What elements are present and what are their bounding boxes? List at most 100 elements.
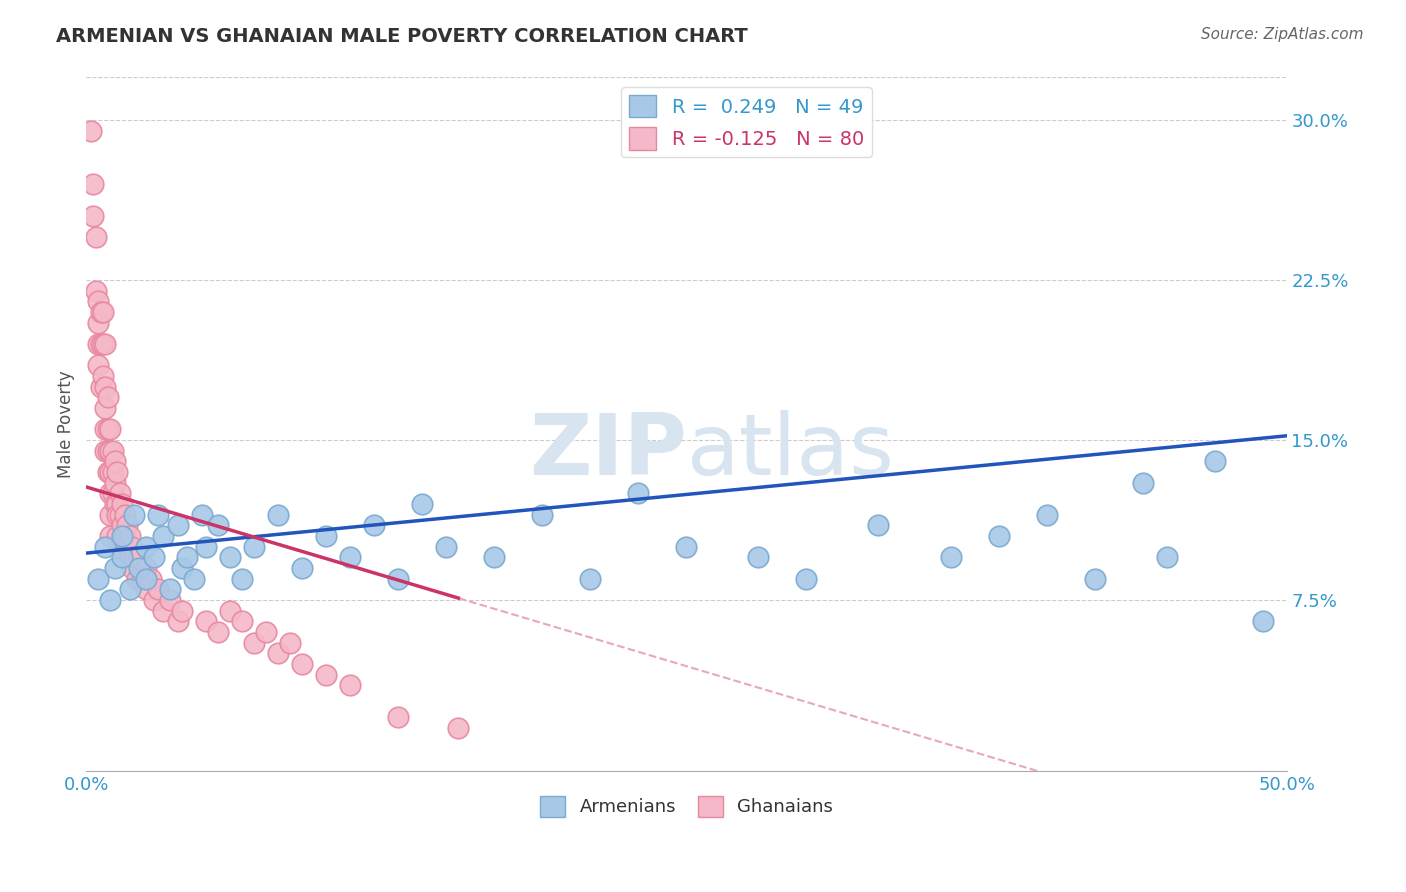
- Point: [94, 422, 117, 436]
- Point: [747, 550, 769, 565]
- Point: [135, 540, 157, 554]
- Point: [280, 636, 302, 650]
- Point: [939, 550, 962, 565]
- Point: [166, 518, 188, 533]
- Point: [104, 561, 127, 575]
- Point: [254, 625, 277, 640]
- Point: [87, 572, 110, 586]
- Point: [98, 465, 121, 479]
- Point: [84, 230, 107, 244]
- Point: [231, 572, 253, 586]
- Point: [579, 572, 602, 586]
- Point: [94, 540, 117, 554]
- Point: [91, 369, 114, 384]
- Point: [87, 359, 110, 373]
- Y-axis label: Male Poverty: Male Poverty: [58, 370, 75, 478]
- Point: [1132, 475, 1154, 490]
- Point: [152, 604, 174, 618]
- Point: [172, 561, 194, 575]
- Point: [219, 604, 242, 618]
- Point: [121, 561, 143, 575]
- Point: [111, 540, 134, 554]
- Point: [82, 209, 104, 223]
- Point: [339, 678, 361, 692]
- Point: [267, 508, 290, 522]
- Point: [84, 284, 107, 298]
- Point: [142, 550, 165, 565]
- Point: [124, 550, 146, 565]
- Point: [118, 529, 141, 543]
- Point: [315, 667, 337, 681]
- Point: [128, 561, 150, 575]
- Point: [195, 540, 218, 554]
- Point: [148, 508, 170, 522]
- Point: [531, 508, 554, 522]
- Point: [91, 305, 114, 319]
- Point: [868, 518, 890, 533]
- Point: [195, 615, 218, 629]
- Point: [90, 305, 112, 319]
- Point: [1251, 615, 1274, 629]
- Point: [98, 486, 121, 500]
- Point: [1035, 508, 1057, 522]
- Point: [111, 550, 134, 565]
- Point: [111, 518, 134, 533]
- Point: [98, 529, 121, 543]
- Point: [159, 582, 181, 597]
- Point: [115, 518, 138, 533]
- Point: [339, 550, 361, 565]
- Text: ZIP: ZIP: [529, 410, 686, 493]
- Point: [104, 454, 127, 468]
- Text: atlas: atlas: [686, 410, 894, 493]
- Point: [231, 615, 253, 629]
- Point: [121, 540, 143, 554]
- Point: [98, 593, 121, 607]
- Point: [128, 550, 150, 565]
- Text: ARMENIAN VS GHANAIAN MALE POVERTY CORRELATION CHART: ARMENIAN VS GHANAIAN MALE POVERTY CORREL…: [56, 27, 748, 45]
- Point: [98, 422, 121, 436]
- Point: [183, 572, 205, 586]
- Point: [190, 508, 212, 522]
- Point: [107, 465, 129, 479]
- Point: [142, 593, 165, 607]
- Point: [135, 561, 157, 575]
- Point: [107, 508, 129, 522]
- Point: [219, 550, 242, 565]
- Point: [207, 518, 229, 533]
- Point: [97, 422, 120, 436]
- Point: [80, 124, 103, 138]
- Point: [148, 582, 170, 597]
- Point: [291, 657, 314, 671]
- Point: [796, 572, 818, 586]
- Point: [434, 540, 457, 554]
- Point: [98, 443, 121, 458]
- Point: [172, 604, 194, 618]
- Point: [1204, 454, 1226, 468]
- Point: [125, 572, 148, 586]
- Point: [97, 443, 120, 458]
- Point: [90, 337, 112, 351]
- Point: [387, 710, 409, 724]
- Point: [97, 465, 120, 479]
- Point: [94, 401, 117, 415]
- Point: [1156, 550, 1178, 565]
- Point: [131, 572, 153, 586]
- Point: [1083, 572, 1105, 586]
- Point: [267, 646, 290, 660]
- Point: [101, 465, 124, 479]
- Point: [107, 529, 129, 543]
- Point: [82, 177, 104, 191]
- Point: [315, 529, 337, 543]
- Point: [107, 497, 129, 511]
- Point: [159, 593, 181, 607]
- Point: [94, 337, 117, 351]
- Point: [108, 508, 131, 522]
- Point: [108, 486, 131, 500]
- Point: [291, 561, 314, 575]
- Point: [90, 380, 112, 394]
- Point: [387, 572, 409, 586]
- Point: [675, 540, 697, 554]
- Point: [87, 337, 110, 351]
- Point: [411, 497, 433, 511]
- Point: [118, 550, 141, 565]
